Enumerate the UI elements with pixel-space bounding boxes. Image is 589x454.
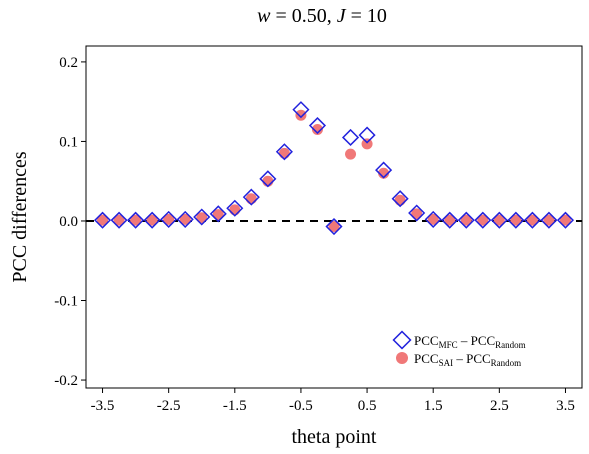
sai-point — [427, 213, 439, 225]
sai-point — [394, 194, 406, 206]
series-sai-points — [97, 109, 571, 233]
mfc-point — [391, 190, 409, 208]
mfc-point — [292, 101, 310, 119]
sai-point — [245, 193, 257, 205]
chart-title: w = 0.50, J = 10 — [257, 5, 387, 27]
mfc-point — [275, 143, 293, 161]
mfc-point — [457, 211, 475, 229]
legend-marker-mfc — [392, 330, 412, 350]
sai-point — [510, 214, 522, 226]
mfc-point — [556, 211, 575, 229]
sai-point — [444, 214, 456, 226]
x-tick-label: -0.5 — [289, 398, 313, 414]
sai-point — [262, 175, 274, 187]
sai-point — [196, 212, 208, 224]
sai-point — [361, 138, 373, 150]
mfc-point — [474, 211, 492, 229]
plot-frame — [85, 45, 583, 389]
x-tick-label: -1.5 — [223, 398, 247, 414]
x-tick-label: -3.5 — [91, 398, 115, 414]
sai-point — [179, 213, 191, 225]
sai-point — [163, 213, 175, 225]
mfc-point — [143, 211, 161, 229]
mfc-point — [93, 211, 112, 229]
sai-point — [130, 214, 142, 226]
mfc-point — [341, 128, 360, 147]
sai-point — [526, 214, 538, 226]
sai-point — [212, 209, 224, 221]
sai-point — [493, 214, 505, 226]
mfc-point — [424, 210, 442, 228]
x-tick-label: 1.5 — [424, 398, 443, 414]
mfc-point — [160, 210, 178, 228]
mfc-point — [490, 211, 508, 229]
mfc-point — [127, 211, 145, 229]
y-tick-label: -0.1 — [54, 294, 78, 310]
sai-point — [411, 208, 423, 220]
x-tick-label: 3.5 — [556, 398, 575, 414]
legend-marker-sai — [396, 352, 408, 364]
mfc-point — [193, 208, 211, 226]
sai-point — [295, 109, 307, 121]
x-axis-title: theta point — [292, 426, 377, 448]
mfc-point — [540, 211, 558, 229]
y-tick-label: 0.0 — [59, 214, 78, 230]
sai-point — [97, 214, 109, 226]
mfc-point — [507, 211, 525, 229]
series-mfc-points — [93, 101, 575, 236]
y-axis-title: PCC differences — [9, 151, 31, 282]
sai-point — [113, 214, 125, 226]
mfc-point — [441, 211, 459, 229]
x-tick-label: 2.5 — [490, 398, 509, 414]
mfc-point — [242, 188, 260, 206]
x-axis-ticks: -3.5 -2.5 -1.5 -0.5 0.5 1.5 2.5 3.5 — [91, 388, 575, 414]
y-tick-label: 0.1 — [59, 134, 78, 150]
sai-point — [311, 124, 323, 136]
mfc-point — [325, 217, 343, 236]
sai-point — [229, 204, 241, 216]
mfc-point — [523, 211, 541, 229]
x-tick-label: 0.5 — [358, 398, 377, 414]
sai-point — [559, 214, 571, 226]
sai-point — [146, 214, 158, 226]
mfc-point — [110, 211, 128, 229]
mfc-point — [375, 161, 393, 179]
sai-point — [460, 214, 472, 226]
sai-point — [477, 214, 489, 226]
mfc-point — [209, 205, 227, 223]
sai-point — [345, 148, 357, 160]
mfc-point — [226, 199, 244, 217]
y-axis-ticks: -0.2 -0.1 0.0 0.1 0.2 — [54, 55, 86, 389]
mfc-point — [259, 170, 277, 188]
sai-point — [278, 147, 290, 159]
x-tick-label: -2.5 — [157, 398, 181, 414]
sai-point — [328, 221, 340, 233]
mfc-point — [176, 210, 194, 228]
sai-point — [378, 167, 390, 179]
y-tick-label: -0.2 — [54, 373, 78, 389]
legend-label-sai: PCCSAI – PCCRandom — [414, 351, 521, 368]
legend: PCCMFC – PCCRandom PCCSAI – PCCRandom — [392, 330, 526, 368]
mfc-point — [358, 126, 376, 144]
legend-label-mfc: PCCMFC – PCCRandom — [414, 333, 526, 350]
mfc-point — [408, 204, 426, 222]
y-tick-label: 0.2 — [59, 55, 78, 71]
sai-point — [543, 214, 555, 226]
mfc-point — [308, 116, 327, 135]
